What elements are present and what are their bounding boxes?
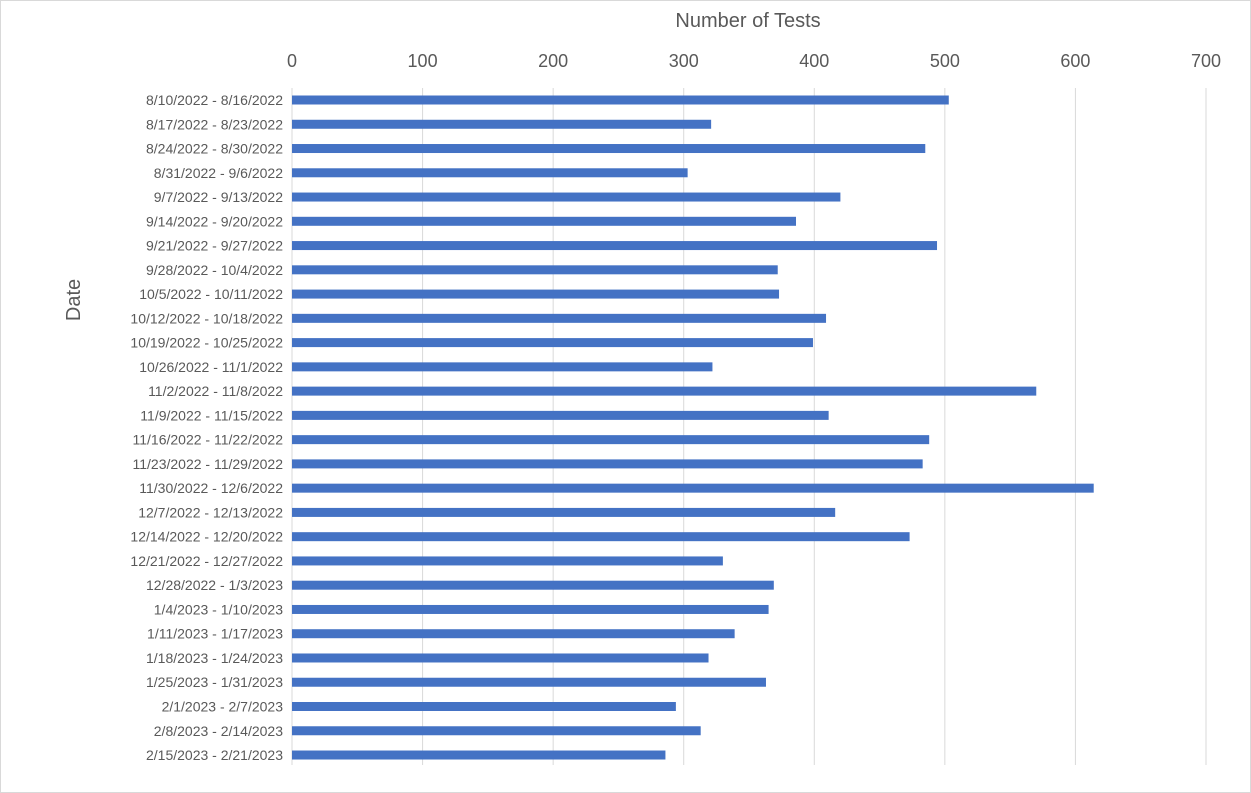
y-tick-label: 10/26/2022 - 11/1/2022 xyxy=(139,359,283,375)
x-tick-label: 600 xyxy=(1060,51,1090,71)
x-axis-title: Number of Tests xyxy=(675,10,820,32)
y-tick-label: 1/4/2023 - 1/10/2023 xyxy=(154,601,283,617)
y-tick-label: 8/24/2022 - 8/30/2022 xyxy=(146,141,283,157)
bar xyxy=(292,726,701,736)
y-tick-label: 8/31/2022 - 9/6/2022 xyxy=(154,165,283,181)
x-tick-label: 300 xyxy=(669,51,699,71)
bar xyxy=(292,313,827,323)
y-tick-label: 2/1/2023 - 2/7/2023 xyxy=(162,699,284,715)
y-tick-label: 2/15/2023 - 2/21/2023 xyxy=(146,747,283,763)
bar xyxy=(292,702,676,711)
x-tick-label: 700 xyxy=(1191,51,1221,71)
y-tick-label: 10/12/2022 - 10/18/2022 xyxy=(130,310,283,326)
bar xyxy=(292,556,723,566)
y-tick-label: 11/23/2022 - 11/29/2022 xyxy=(133,456,284,472)
y-axis-title: Date xyxy=(63,279,85,321)
bar xyxy=(292,435,930,445)
y-tick-label: 9/7/2022 - 9/13/2022 xyxy=(154,189,283,205)
bar xyxy=(292,750,666,760)
bar xyxy=(292,604,769,614)
y-tick-label: 12/28/2022 - 1/3/2023 xyxy=(146,577,283,593)
y-tick-label: 1/25/2023 - 1/31/2023 xyxy=(146,674,283,690)
y-tick-label: 1/11/2023 - 1/17/2023 xyxy=(147,626,283,642)
x-tick-label: 200 xyxy=(538,51,568,71)
y-tick-label: 11/9/2022 - 11/15/2022 xyxy=(140,407,283,423)
y-tick-labels: 8/10/2022 - 8/16/2022 8/17/2022 - 8/23/20… xyxy=(130,92,283,763)
y-tick-label: 11/2/2022 - 11/8/2022 xyxy=(148,383,283,399)
bar xyxy=(292,216,797,226)
x-tick-label: 100 xyxy=(408,51,438,71)
bar xyxy=(292,95,949,105)
bar xyxy=(292,629,735,639)
bar xyxy=(292,144,926,154)
bar xyxy=(292,507,836,517)
bar xyxy=(292,241,938,251)
bar xyxy=(292,410,829,420)
bar xyxy=(292,483,1094,493)
y-tick-label: 12/21/2022 - 12/27/2022 xyxy=(130,553,283,569)
y-tick-label: 8/10/2022 - 8/16/2022 xyxy=(146,92,283,108)
y-tick-label: 9/14/2022 - 9/20/2022 xyxy=(146,213,283,229)
x-tick-label: 0 xyxy=(287,51,297,71)
bar xyxy=(292,289,780,299)
y-tick-label: 9/21/2022 - 9/27/2022 xyxy=(146,238,283,254)
x-tick-label: 400 xyxy=(799,51,829,71)
y-tick-label: 10/19/2022 - 10/25/2022 xyxy=(130,335,283,351)
y-tick-label: 12/7/2022 - 12/13/2022 xyxy=(138,504,283,520)
bar xyxy=(292,362,713,372)
bar xyxy=(292,192,841,202)
bar xyxy=(292,119,712,129)
bar xyxy=(292,677,766,687)
bar xyxy=(292,459,923,469)
bar xyxy=(292,532,910,542)
x-tick-labels: 0 100 200 300 400 500 600 700 xyxy=(287,51,1221,71)
bar xyxy=(292,653,709,663)
bar xyxy=(292,265,778,275)
bars xyxy=(292,95,1094,760)
bar xyxy=(292,386,1037,396)
bar xyxy=(292,168,688,178)
y-tick-label: 12/14/2022 - 12/20/2022 xyxy=(130,529,283,545)
y-tick-label: 2/8/2023 - 2/14/2023 xyxy=(154,723,283,739)
y-tick-label: 8/17/2022 - 8/23/2022 xyxy=(146,116,283,132)
y-tick-label: 9/28/2022 - 10/4/2022 xyxy=(146,262,283,278)
x-tick-label: 500 xyxy=(930,51,960,71)
bar xyxy=(292,338,813,348)
y-tick-label: 10/5/2022 - 10/11/2022 xyxy=(139,286,283,302)
y-tick-label: 11/30/2022 - 12/6/2022 xyxy=(139,480,283,496)
bar xyxy=(292,580,774,590)
y-tick-label: 1/18/2023 - 1/24/2023 xyxy=(146,650,283,666)
y-tick-label: 11/16/2022 - 11/22/2022 xyxy=(133,432,284,448)
